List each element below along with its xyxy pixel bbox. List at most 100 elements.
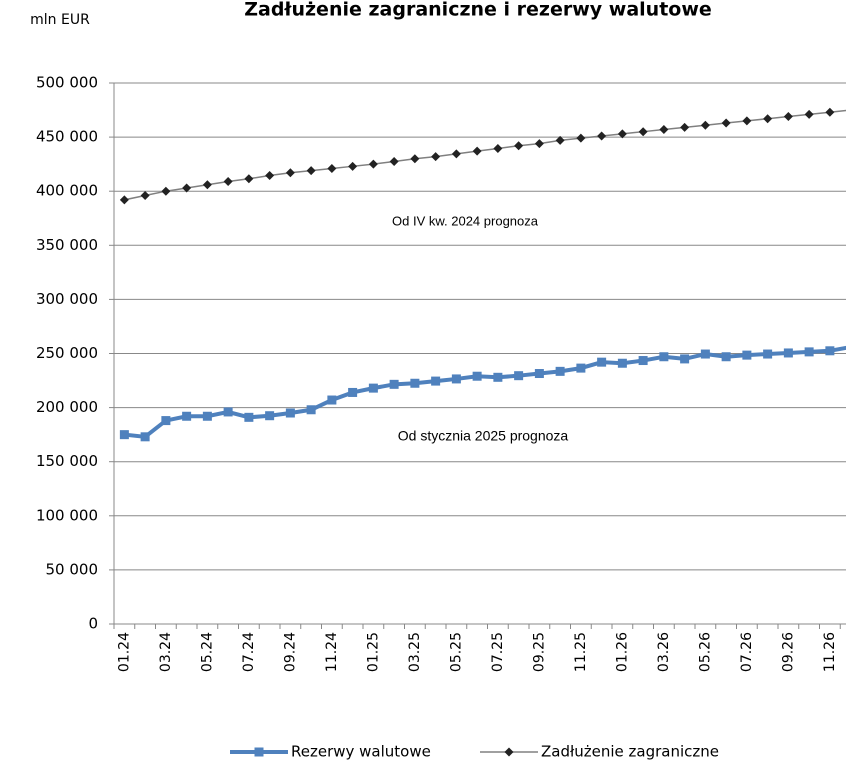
point [472, 371, 482, 381]
point [265, 411, 275, 421]
x-tick-label: 01.24 [116, 632, 132, 672]
x-tick-label: 05.26 [697, 632, 713, 672]
point [825, 346, 835, 356]
point [140, 432, 150, 442]
point [763, 349, 773, 359]
point [244, 174, 254, 184]
point [265, 171, 275, 181]
annotation: Od IV kw. 2024 prognoza [392, 213, 539, 228]
point [472, 146, 482, 156]
x-tick-label: 03.25 [407, 632, 423, 672]
point [327, 163, 337, 173]
x-tick-label: 07.24 [241, 632, 257, 672]
series-line [124, 109, 846, 201]
point [804, 109, 814, 119]
y-tick-label: 200 000 [36, 398, 98, 416]
point [659, 125, 669, 135]
point [431, 376, 441, 386]
y-tick-label: 50 000 [46, 560, 99, 578]
legend-marker [254, 747, 264, 757]
point [451, 374, 461, 384]
point [451, 149, 461, 159]
y-tick-label: 0 [88, 615, 98, 633]
point [327, 395, 337, 405]
legend-marker [504, 747, 514, 757]
y-tick-label: 450 000 [36, 128, 98, 146]
point [700, 349, 710, 359]
point [368, 159, 378, 169]
legend-label: Zadłużenie zagraniczne [541, 743, 719, 761]
y-tick-label: 250 000 [36, 344, 98, 362]
point [597, 357, 607, 367]
point [555, 135, 565, 145]
point [659, 352, 669, 362]
point [285, 408, 295, 418]
point [680, 122, 690, 132]
series-line [124, 345, 846, 439]
point [534, 369, 544, 379]
x-tick-label: 07.25 [490, 632, 506, 672]
point [638, 127, 648, 137]
point [617, 129, 627, 139]
point [493, 372, 503, 382]
legend-label: Rezerwy walutowe [291, 743, 431, 761]
point [119, 195, 129, 205]
x-tick-label: 11.25 [573, 632, 589, 672]
y-tick-label: 400 000 [36, 182, 98, 200]
point [182, 411, 192, 421]
x-tick-label: 01.25 [365, 632, 381, 672]
point [348, 161, 358, 171]
point [119, 430, 129, 440]
point [825, 107, 835, 117]
point [721, 352, 731, 362]
x-tick-label: 11.24 [324, 632, 340, 672]
point [223, 407, 233, 417]
point [389, 379, 399, 389]
point [493, 143, 503, 153]
x-tick-label: 05.24 [199, 632, 215, 672]
point [410, 154, 420, 164]
point [597, 131, 607, 141]
point [182, 183, 192, 193]
point [763, 114, 773, 124]
x-tick-label: 07.26 [739, 632, 755, 672]
point [617, 358, 627, 368]
point [285, 168, 295, 178]
annotation: Od stycznia 2025 prognoza [398, 428, 569, 444]
x-tick-label: 09.24 [282, 632, 298, 672]
point [638, 356, 648, 366]
point [555, 366, 565, 376]
point [202, 180, 212, 190]
point [431, 152, 441, 162]
x-tick-label: 11.26 [822, 632, 838, 672]
point [140, 191, 150, 201]
point [721, 118, 731, 128]
point [306, 166, 316, 176]
point [161, 416, 171, 426]
x-tick-label: 03.24 [158, 632, 174, 672]
point [783, 348, 793, 358]
x-tick-label: 03.26 [656, 632, 672, 672]
point [306, 405, 316, 415]
point [576, 363, 586, 373]
y-tick-label: 150 000 [36, 452, 98, 470]
point [202, 411, 212, 421]
x-tick-label: 01.26 [614, 632, 630, 672]
point [514, 371, 524, 381]
point [534, 139, 544, 149]
y-tick-label: 500 000 [36, 74, 98, 92]
point [742, 116, 752, 126]
point [576, 133, 586, 143]
x-tick-label: 09.25 [531, 632, 547, 672]
chart-title: Zadłużenie zagraniczne i rezerwy walutow… [244, 0, 712, 21]
point [244, 412, 254, 422]
point [514, 141, 524, 151]
point [700, 120, 710, 130]
y-tick-label: 300 000 [36, 290, 98, 308]
point [410, 378, 420, 388]
point [783, 112, 793, 122]
point [368, 383, 378, 393]
y-tick-label: 100 000 [36, 506, 98, 524]
point [389, 156, 399, 166]
